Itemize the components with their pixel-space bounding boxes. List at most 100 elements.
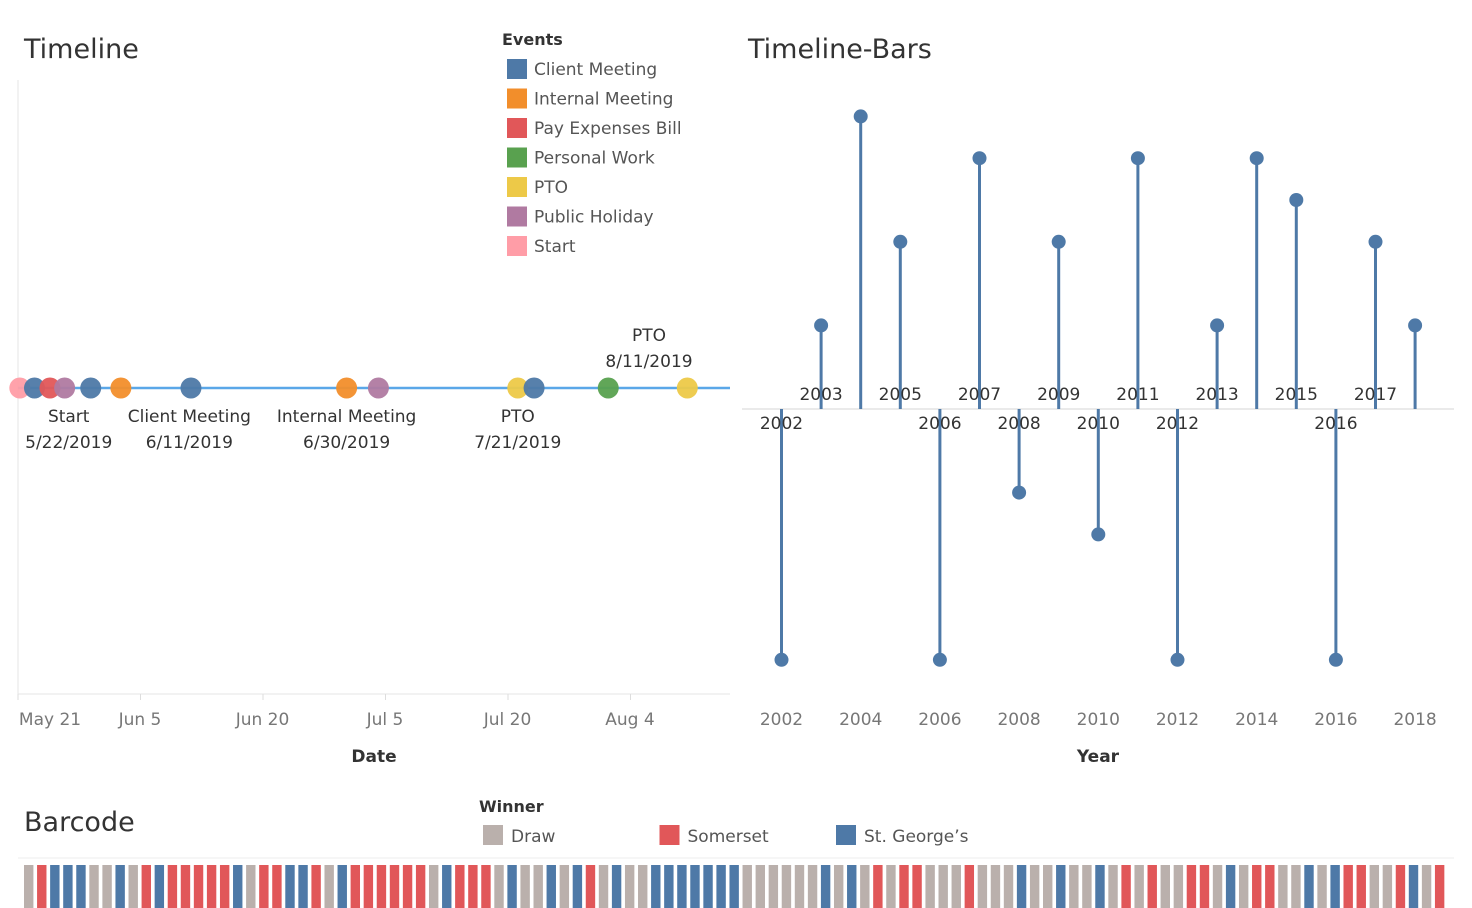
timeline-bars-point-label: 2002: [760, 414, 803, 434]
timeline-bars-x-tick-label: 2010: [1077, 710, 1120, 730]
timeline-annotation-event: PTO: [501, 407, 535, 427]
barcode-legend: Draw Somerset St. George’s: [483, 825, 969, 847]
barcode-bar: [598, 865, 609, 908]
barcode-bar: [833, 865, 844, 908]
barcode-bar: [807, 865, 818, 908]
barcode-bar: [324, 865, 334, 908]
barcode-bar: [925, 865, 935, 908]
barcode-bar: [1095, 865, 1105, 908]
barcode-bar: [1304, 865, 1314, 908]
barcode-bar: [1291, 865, 1301, 908]
barcode-bar: [638, 865, 648, 908]
barcode-bar: [233, 865, 243, 908]
barcode-bar: [755, 865, 766, 908]
barcode-bar: [494, 865, 504, 908]
timeline-bars-point-label: 2013: [1195, 385, 1238, 405]
barcode-bar: [1278, 865, 1288, 908]
timeline-point: [110, 377, 132, 399]
timeline-legend-label: PTO: [534, 178, 568, 198]
timeline-legend-label: Start: [534, 237, 576, 257]
barcode-bar: [1147, 865, 1157, 908]
barcode-bar: [794, 865, 805, 908]
timeline-bars-dot: [1051, 234, 1066, 249]
timeline-bars-point-label: 2007: [958, 385, 1001, 405]
barcode-bar: [520, 865, 530, 908]
timeline-bars-x-ticks: 2002 2004 2006 2008 2010 2012 2014 2016 2018: [760, 710, 1437, 730]
timeline-chart: Timeline May 21 Jun 5 Jun 20 Jul 5 Jul 20 Aug…: [9, 30, 730, 767]
timeline-bars-dot: [1012, 485, 1027, 500]
timeline-annotation-date: 6/30/2019: [303, 433, 390, 453]
barcode-bar: [820, 865, 831, 908]
barcode-bar: [180, 865, 191, 908]
barcode-legend-swatch: [836, 825, 856, 845]
barcode-bar: [690, 865, 700, 908]
barcode-bar: [402, 865, 413, 908]
timeline-annotation-date: 7/21/2019: [474, 433, 561, 453]
barcode-bar: [1069, 865, 1079, 908]
timeline-legend-label: Internal Meeting: [534, 90, 673, 110]
timeline-x-tick-label: Jun 20: [235, 710, 290, 730]
barcode-bar: [389, 865, 400, 908]
barcode-legend-label: Somerset: [688, 827, 770, 847]
timeline-bars-labels: 2002 2003 2005 2006 2007 2008 2009 2010 2011 2012…: [760, 385, 1397, 434]
barcode-bar: [572, 865, 583, 908]
barcode-bar: [311, 865, 321, 908]
barcode-bar: [363, 865, 374, 908]
timeline-legend-label: Pay Expenses Bill: [534, 119, 682, 139]
barcode-bar: [990, 865, 1001, 908]
barcode-bar: [1395, 865, 1406, 908]
timeline-bars-dot: [932, 652, 947, 667]
barcode-bar: [951, 865, 961, 908]
barcode-bar: [1225, 865, 1236, 908]
barcode-bar: [781, 865, 792, 908]
timeline-legend-swatch: [507, 177, 527, 197]
timeline-points: [9, 377, 698, 399]
barcode-bar: [102, 865, 112, 908]
barcode-bar: [559, 865, 570, 908]
timeline-bars-point-label: 2005: [879, 385, 922, 405]
timeline-bars-x-tick-label: 2014: [1235, 710, 1278, 730]
barcode-bar: [1212, 865, 1223, 908]
timeline-annotation-date: 8/11/2019: [605, 352, 692, 372]
barcode-bar: [664, 865, 674, 908]
barcode-bar: [1265, 865, 1275, 908]
timeline-x-tick-label: Jun 5: [118, 710, 162, 730]
barcode-bar: [206, 865, 217, 908]
timeline-bars-x-tick-label: 2002: [760, 710, 803, 730]
timeline-bars-point-label: 2017: [1354, 385, 1397, 405]
timeline-legend-swatch: [507, 118, 527, 138]
timeline-bars-point-label: 2012: [1156, 414, 1199, 434]
barcode-bar: [847, 865, 857, 908]
barcode-bar: [455, 865, 465, 908]
barcode-bar: [1043, 865, 1053, 908]
barcode-bar: [1029, 865, 1040, 908]
timeline-bars-dot: [1368, 234, 1383, 249]
barcode-bar: [938, 865, 948, 908]
timeline-point: [39, 377, 61, 399]
barcode-bar: [1134, 865, 1144, 908]
timeline-legend-label: Client Meeting: [534, 60, 657, 80]
barcode-bar: [1160, 865, 1170, 908]
timeline-bars-dot: [1249, 151, 1264, 166]
timeline-point: [54, 377, 76, 399]
barcode-bar: [742, 865, 752, 908]
timeline-legend-swatch: [507, 206, 527, 227]
timeline-bars-dot: [1170, 652, 1185, 667]
barcode-bar: [415, 865, 426, 908]
barcode-bar: [1003, 865, 1014, 908]
timeline-x-tick-label: Jul 5: [366, 710, 404, 730]
barcode-bar: [272, 865, 282, 908]
barcode-bars: [24, 865, 1445, 908]
barcode-bar: [964, 865, 975, 908]
barcode-bar: [1056, 865, 1066, 908]
barcode-bar: [1082, 865, 1092, 908]
barcode-chart: Barcode Winner Draw Somerset St. George’s: [18, 797, 1454, 908]
barcode-bar: [428, 865, 439, 908]
barcode-bar: [1369, 865, 1380, 908]
timeline-annotation-event: Client Meeting: [128, 407, 251, 427]
timeline-annotation-event: Start: [48, 407, 90, 427]
barcode-bar: [1173, 865, 1184, 908]
timeline-point: [9, 377, 31, 399]
timeline-bars-dot: [1408, 318, 1423, 333]
